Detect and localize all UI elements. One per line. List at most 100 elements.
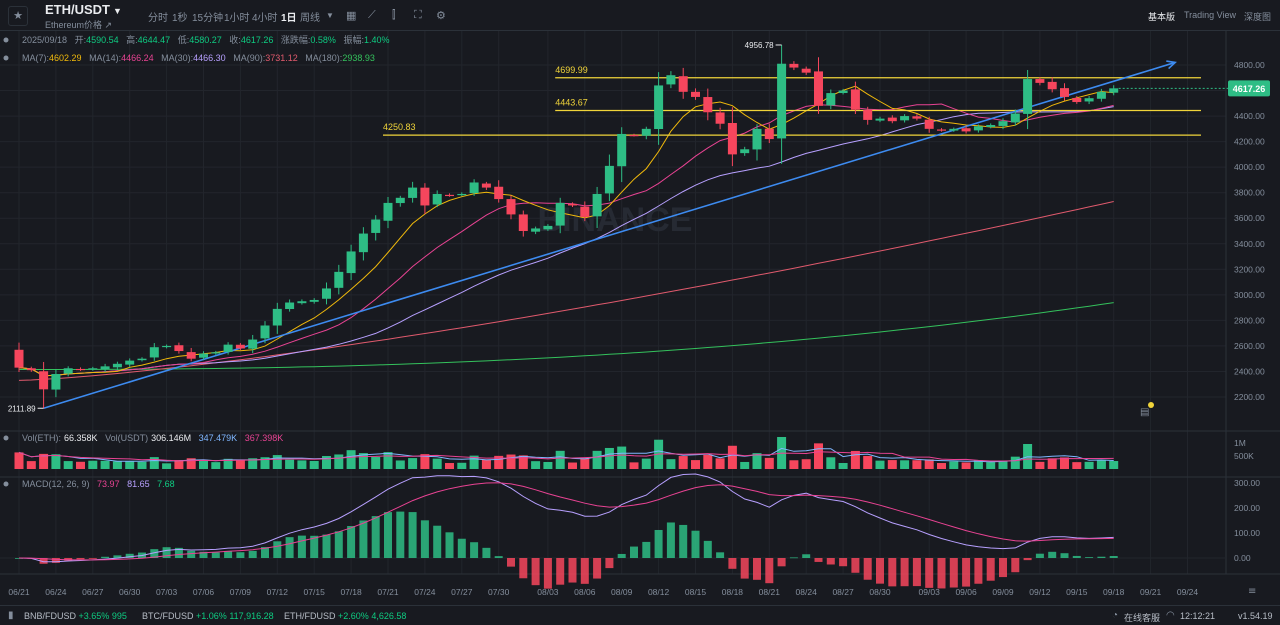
macd-histogram-bar: [457, 538, 466, 558]
macd-histogram-bar: [1011, 558, 1020, 573]
price-axis-label: 3400.00: [1234, 239, 1265, 249]
date-axis-label: 07/27: [451, 587, 473, 597]
symbol-selector[interactable]: ETH/USDT ▼: [45, 2, 122, 17]
macd-histogram-bar: [949, 558, 958, 588]
hline-label: 4443.67: [555, 98, 588, 108]
date-axis-label: 06/30: [119, 587, 141, 597]
date-axis-label: 09/03: [919, 587, 941, 597]
candle-body: [1109, 88, 1119, 93]
volume-bar: [518, 455, 528, 469]
volume-bar: [1047, 458, 1057, 469]
vol-collapse-dot[interactable]: [3, 435, 9, 441]
volume-bar: [1035, 461, 1045, 469]
hline-label: 4250.83: [383, 122, 416, 132]
macd-histogram-bar: [580, 558, 589, 584]
timeframe-tab-1[interactable]: 1秒: [172, 13, 188, 24]
info-collapse-dot[interactable]: [3, 37, 9, 43]
date-axis-label: 08/24: [796, 587, 818, 597]
candle-body: [814, 71, 823, 106]
ticker-item-0[interactable]: BNB/FDUSD +3.65% 995: [24, 611, 127, 621]
symbol-subtitle-link[interactable]: Ethereum价格 ↗: [45, 20, 113, 30]
macd-collapse-dot[interactable]: [3, 481, 9, 487]
macd-histogram-bar: [433, 525, 442, 558]
candle-body: [973, 126, 983, 131]
date-axis-label: 08/09: [611, 587, 633, 597]
ticker-item-1[interactable]: BTC/FDUSD +1.06% 117,916.28: [142, 611, 274, 621]
volume-bar: [39, 453, 49, 469]
more-timeframes-chevron-icon[interactable]: ▼: [326, 11, 334, 20]
macd-axis-label: 100.00: [1234, 528, 1260, 538]
macd-histogram-bar: [900, 558, 909, 587]
online-support-link[interactable]: 在线客服: [1124, 613, 1161, 623]
candle-body: [371, 219, 381, 233]
candle-body: [235, 344, 245, 349]
macd-histogram-bar: [347, 526, 356, 558]
drawing-tools-icon[interactable]: ⟋: [368, 9, 376, 21]
timeframe-tab-6[interactable]: 周线: [300, 13, 320, 24]
date-axis-label: 08/15: [685, 587, 707, 597]
candle-body: [715, 112, 725, 124]
timeframe-tab-2[interactable]: 15分钟: [192, 13, 224, 24]
volume-bar: [76, 461, 85, 469]
macd-histogram-bar: [691, 530, 700, 558]
volume-bar: [703, 454, 713, 469]
view-tab-tradingview[interactable]: Trading View: [1184, 10, 1237, 20]
candle-body: [248, 339, 258, 349]
volume-bar: [924, 459, 934, 469]
favorite-star-icon[interactable]: ★: [8, 6, 28, 26]
candle-body: [100, 366, 110, 370]
volume-bar: [826, 457, 836, 469]
timeframe-tab-3[interactable]: 1小时: [224, 13, 250, 24]
volume-bar: [1010, 456, 1020, 469]
volume-bar: [617, 446, 627, 469]
timeframe-tab-5[interactable]: 1日: [281, 13, 297, 24]
macd-histogram-bar: [974, 558, 983, 584]
date-axis-label: 09/18: [1103, 587, 1125, 597]
candle-body: [445, 194, 454, 197]
candle-body: [199, 353, 208, 358]
macd-histogram-bar: [851, 558, 860, 573]
macd-histogram-bar: [494, 556, 503, 558]
candle-body: [383, 202, 393, 221]
macd-histogram-bar: [125, 553, 134, 558]
macd-histogram-bar: [1072, 555, 1081, 558]
macd-histogram-bar: [261, 547, 269, 558]
volume-bar: [604, 447, 614, 469]
price-axis-label: 3200.00: [1234, 264, 1265, 274]
macd-histogram-bar: [470, 542, 479, 558]
volume-bar: [162, 463, 172, 469]
volume-bar: [764, 457, 774, 469]
volume-bar: [26, 461, 36, 469]
volume-bar: [358, 453, 368, 469]
timeframe-tab-4[interactable]: 4小时: [252, 13, 278, 24]
ma-collapse-dot[interactable]: [3, 55, 9, 61]
view-tab-depth[interactable]: 深度图: [1244, 12, 1272, 22]
indicators-icon[interactable]: ▦: [346, 10, 357, 22]
candle-body: [543, 225, 553, 230]
volume-bar: [801, 459, 811, 469]
macd-dea-line: [18, 482, 1114, 561]
alert-bell-icon[interactable]: ▤: [1140, 407, 1149, 418]
price-axis-label: 4000.00: [1234, 162, 1265, 172]
candle-body: [900, 116, 910, 121]
ma180-line: [19, 302, 1114, 370]
date-axis-label: 06/27: [82, 587, 104, 597]
timeframe-tab-0[interactable]: 分时: [148, 13, 168, 24]
macd-histogram-bar: [507, 558, 515, 567]
candle-body: [88, 368, 98, 370]
axis-settings-icon[interactable]: ≡: [1248, 586, 1256, 597]
volume-bar: [1072, 462, 1082, 469]
candle-body: [51, 374, 61, 390]
candle-body: [629, 135, 639, 137]
view-tab-basic[interactable]: 基本版: [1148, 12, 1176, 22]
macd-histogram-bar: [679, 524, 688, 558]
candle-body: [309, 299, 319, 302]
ticker-item-2[interactable]: ETH/FDUSD +2.60% 4,626.58: [284, 611, 407, 621]
settings-gear-icon[interactable]: ⚙: [436, 10, 446, 22]
chart-type-icon[interactable]: ⫿: [392, 9, 396, 21]
fullscreen-icon[interactable]: ⛶: [414, 9, 422, 21]
candle-body: [14, 349, 24, 368]
candle-body: [875, 118, 885, 121]
macd-histogram-bar: [617, 553, 626, 558]
